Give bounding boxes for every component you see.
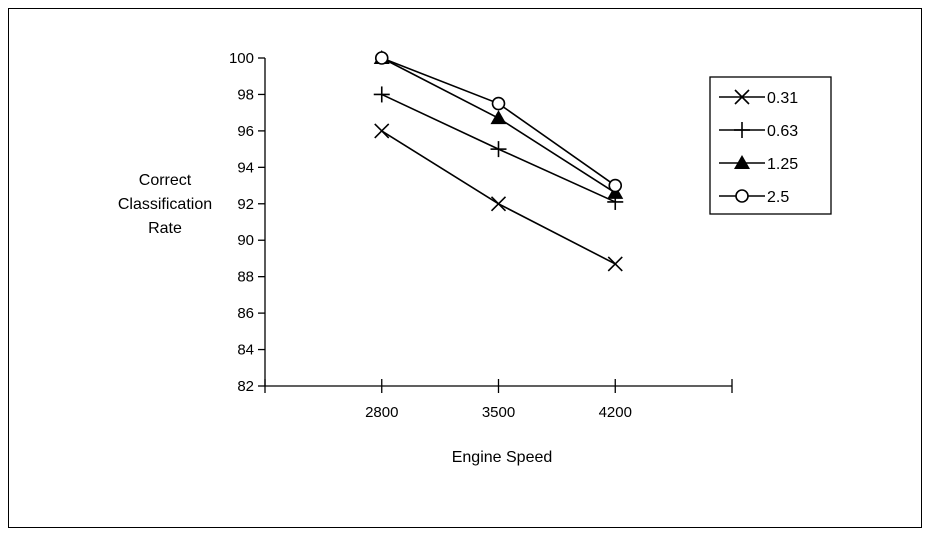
series-layer [373, 50, 624, 272]
legend-label: 2.5 [767, 189, 789, 206]
legend-label: 1.25 [767, 156, 798, 173]
data-point [490, 110, 507, 125]
y-tick-label: 90 [237, 232, 254, 249]
legend-entry: 1.25 [719, 155, 798, 173]
y-tick-label: 92 [237, 196, 254, 213]
legend: 0.31 0.63 1.25 2.5 [709, 76, 832, 215]
legend-label: 0.63 [767, 123, 798, 140]
series-2_5 [374, 51, 623, 193]
series-1_25 [373, 50, 624, 199]
series-line [381, 57, 616, 194]
y-axis-label-line: Rate [148, 220, 182, 237]
legend-marker [734, 122, 750, 138]
data-point [373, 86, 390, 103]
data-point [374, 51, 389, 65]
data-point [608, 178, 623, 193]
marker-stroke [374, 123, 390, 139]
y-axis-label-line: Classification [118, 196, 212, 213]
x-tick-label: 3500 [482, 404, 515, 421]
y-axis-label-line: Correct [139, 172, 192, 189]
y-tick-label: 96 [237, 123, 254, 140]
legend-box [709, 76, 832, 215]
data-point [607, 256, 623, 272]
y-tick-label: 94 [237, 159, 254, 176]
data-point [491, 96, 506, 111]
legend-label: 0.31 [767, 90, 798, 107]
legend-entry: 0.63 [719, 122, 798, 140]
legend-entry: 2.5 [719, 189, 789, 206]
marker-stroke [607, 256, 623, 272]
marker-stroke [490, 196, 507, 212]
legend-marker [734, 89, 750, 105]
legend-marker [735, 189, 749, 203]
x-axis-label: Engine Speed [452, 449, 553, 466]
x-tick-label: 2800 [365, 404, 398, 421]
y-tick-label: 100 [229, 50, 254, 67]
legend-marker [734, 155, 750, 169]
line-chart: 82 84 86 88 90 92 94 96 98 100 2800 3500 4200 Correc… [118, 50, 832, 466]
marker-stroke [734, 89, 750, 105]
y-tick-label: 82 [237, 378, 254, 395]
data-point [374, 123, 390, 139]
y-tick-label: 88 [237, 269, 254, 286]
series-0_31 [374, 123, 623, 272]
legend-entry: 0.31 [719, 89, 798, 107]
x-tick-label: 4200 [599, 404, 632, 421]
y-tick-label: 86 [237, 305, 254, 322]
chart-frame: 82 84 86 88 90 92 94 96 98 100 2800 3500 4200 Correc… [8, 8, 922, 528]
axes: 82 84 86 88 90 92 94 96 98 100 2800 3500 4200 [229, 50, 733, 421]
y-axis-label: Correct Classification Rate [118, 172, 212, 237]
y-tick-label: 98 [237, 86, 254, 103]
data-point [490, 196, 507, 212]
data-point [490, 141, 507, 158]
y-tick-label: 84 [237, 342, 254, 359]
